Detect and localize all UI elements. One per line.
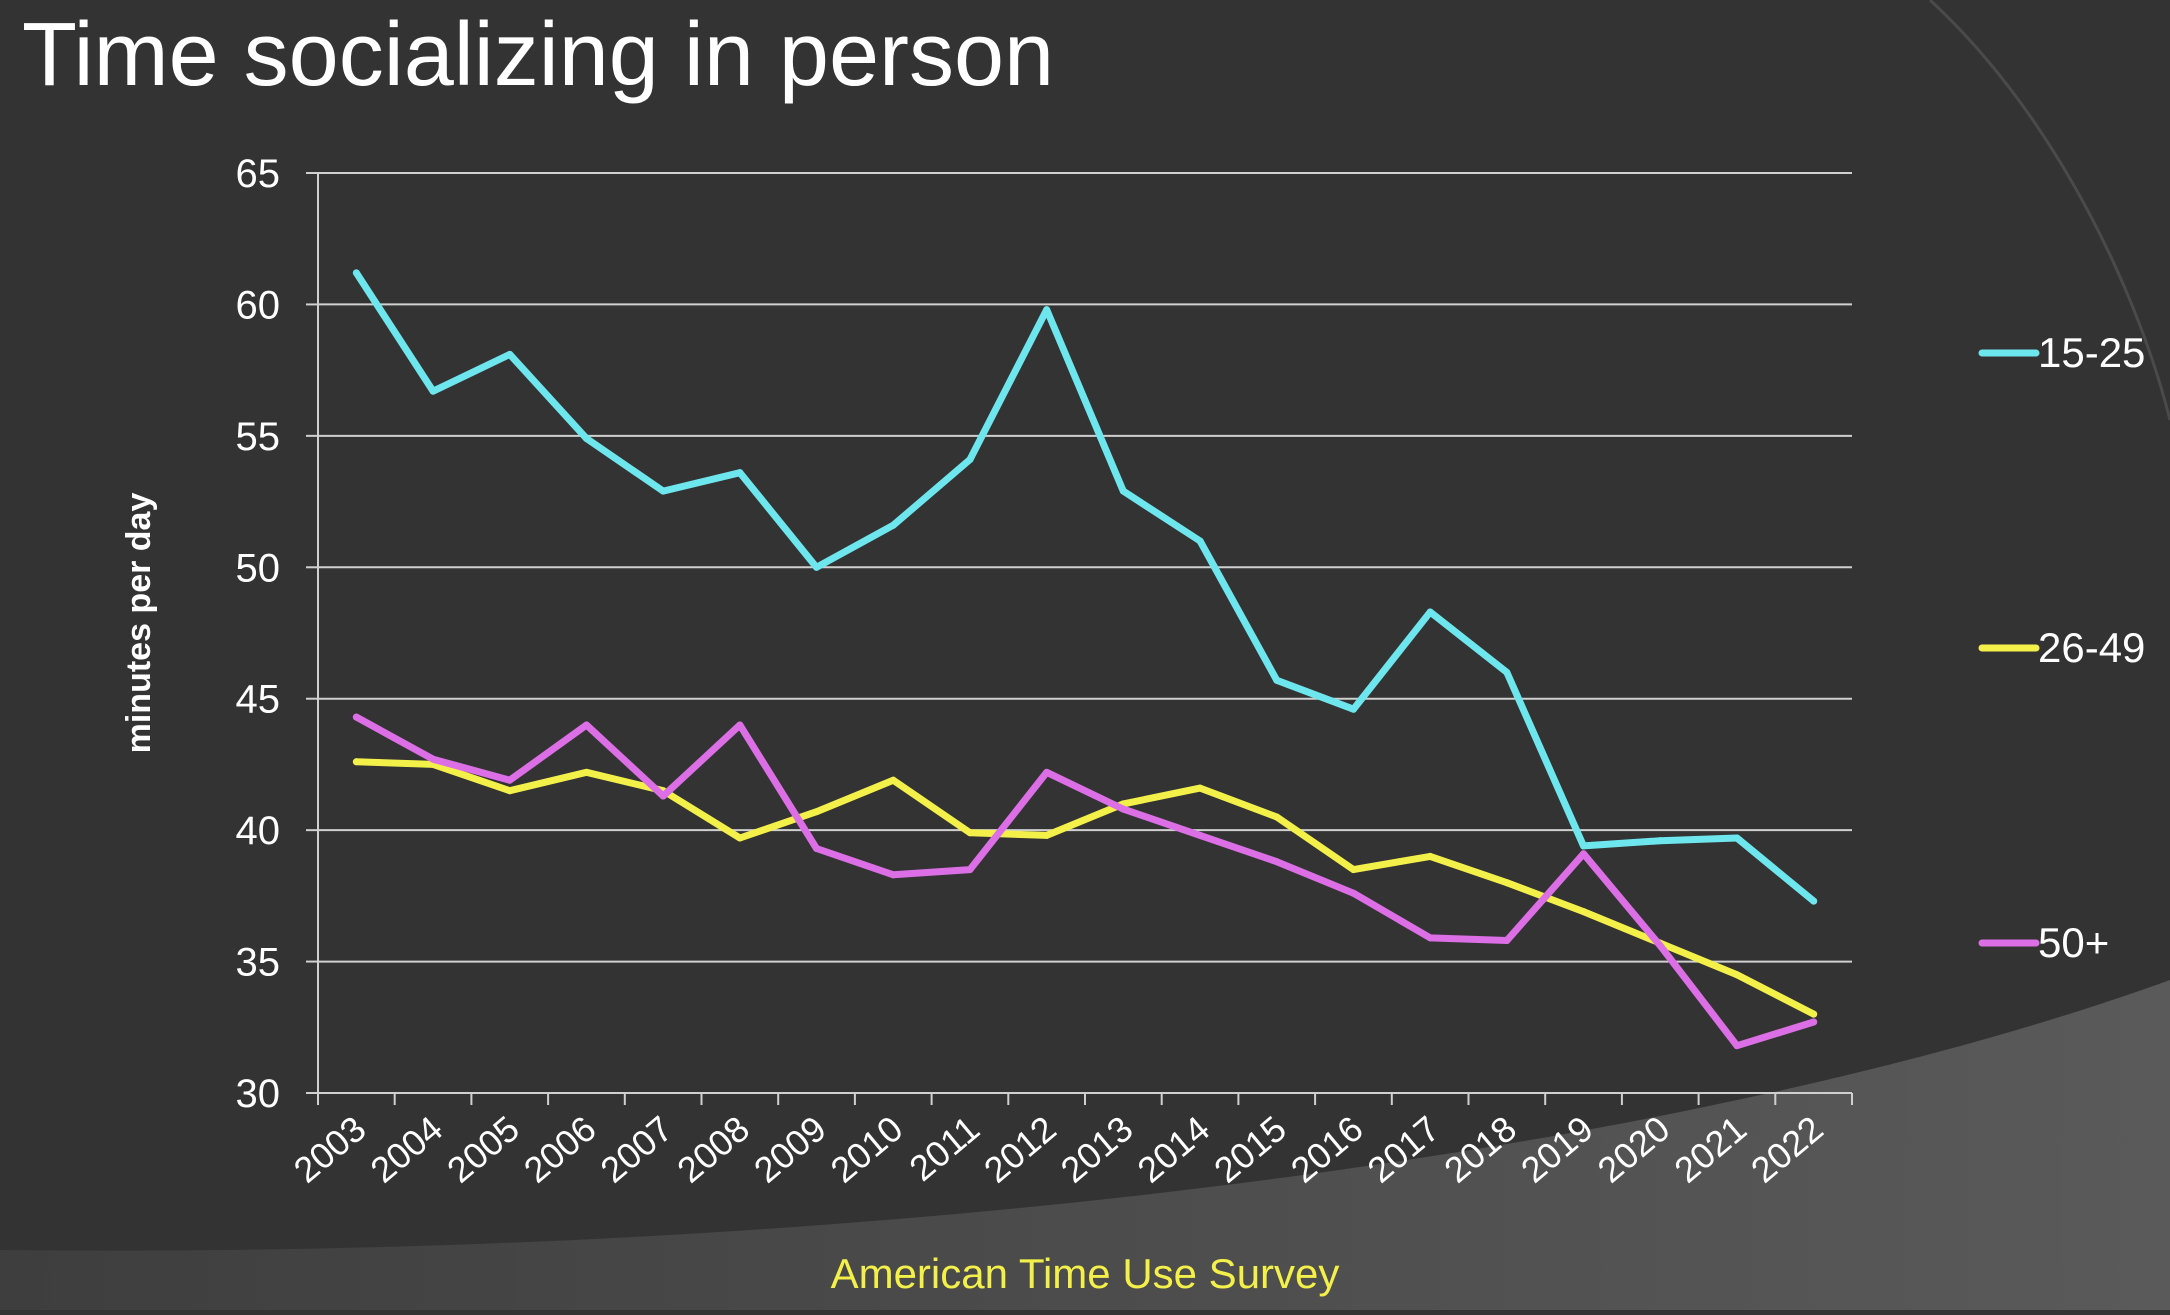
data-point-15-25 xyxy=(659,487,667,495)
data-point-26-49 xyxy=(582,768,590,776)
slide-title: Time socializing in person xyxy=(22,5,1054,105)
data-point-50+ xyxy=(1656,942,1664,950)
data-point-26-49 xyxy=(813,808,821,816)
data-point-50+ xyxy=(813,845,821,853)
data-point-15-25 xyxy=(966,456,974,464)
series-line-15-25 xyxy=(352,269,1818,905)
data-point-26-49 xyxy=(889,776,897,784)
data-point-26-49 xyxy=(352,758,360,766)
data-point-50+ xyxy=(1580,850,1588,858)
data-point-26-49 xyxy=(1733,971,1741,979)
data-point-15-25 xyxy=(1656,837,1664,845)
data-point-26-49 xyxy=(966,829,974,837)
data-point-26-49 xyxy=(1503,879,1511,887)
y-tick-label: 30 xyxy=(236,1072,281,1116)
decorative-swoosh xyxy=(0,980,2170,1310)
data-point-15-25 xyxy=(736,469,744,477)
data-point-50+ xyxy=(352,713,360,721)
data-point-50+ xyxy=(429,755,437,763)
data-point-50+ xyxy=(659,792,667,800)
data-point-26-49 xyxy=(736,834,744,842)
data-point-15-25 xyxy=(1196,537,1204,545)
data-point-26-49 xyxy=(1349,866,1357,874)
data-point-26-49 xyxy=(1043,831,1051,839)
data-point-50+ xyxy=(582,721,590,729)
data-point-15-25 xyxy=(1273,676,1281,684)
data-point-26-49 xyxy=(1273,813,1281,821)
data-point-15-25 xyxy=(506,350,514,358)
y-tick-label: 60 xyxy=(236,283,281,327)
data-point-50+ xyxy=(1043,768,1051,776)
data-point-50+ xyxy=(966,866,974,874)
data-point-26-49 xyxy=(1810,1010,1818,1018)
series-line-50+ xyxy=(352,713,1818,1050)
y-axis-label: minutes per day xyxy=(120,493,158,754)
y-tick-label: 65 xyxy=(236,152,281,196)
data-point-26-49 xyxy=(506,787,514,795)
data-point-50+ xyxy=(1349,889,1357,897)
data-point-15-25 xyxy=(889,521,897,529)
series-line-26-49 xyxy=(352,758,1818,1018)
data-point-15-25 xyxy=(582,434,590,442)
data-point-50+ xyxy=(736,721,744,729)
y-tick-label: 55 xyxy=(236,415,281,459)
data-point-15-25 xyxy=(1580,842,1588,850)
data-point-15-25 xyxy=(1349,705,1357,713)
legend-label: 50+ xyxy=(2038,919,2109,966)
data-point-15-25 xyxy=(813,563,821,571)
data-point-50+ xyxy=(1273,858,1281,866)
data-point-26-49 xyxy=(1196,784,1204,792)
data-point-15-25 xyxy=(352,269,360,277)
data-point-50+ xyxy=(1426,934,1434,942)
data-point-50+ xyxy=(506,776,514,784)
data-point-50+ xyxy=(1196,831,1204,839)
source-caption: American Time Use Survey xyxy=(831,1250,1340,1297)
data-point-50+ xyxy=(1733,1042,1741,1050)
data-point-15-25 xyxy=(1426,608,1434,616)
data-point-15-25 xyxy=(1503,668,1511,676)
data-point-26-49 xyxy=(1580,908,1588,916)
y-tick-label: 40 xyxy=(236,809,281,853)
data-point-50+ xyxy=(889,871,897,879)
legend-label: 26-49 xyxy=(2038,624,2145,671)
decorative-arc xyxy=(1928,0,2170,421)
y-tick-label: 35 xyxy=(236,941,281,985)
data-point-15-25 xyxy=(1810,897,1818,905)
data-point-15-25 xyxy=(1043,306,1051,314)
data-point-26-49 xyxy=(1426,852,1434,860)
data-point-15-25 xyxy=(1119,487,1127,495)
data-point-15-25 xyxy=(1733,834,1741,842)
y-tick-label: 45 xyxy=(236,678,281,722)
legend-label: 15-25 xyxy=(2038,329,2145,376)
data-point-15-25 xyxy=(429,387,437,395)
data-point-50+ xyxy=(1810,1018,1818,1026)
y-tick-label: 50 xyxy=(236,546,281,590)
data-point-50+ xyxy=(1503,937,1511,945)
data-point-50+ xyxy=(1119,805,1127,813)
